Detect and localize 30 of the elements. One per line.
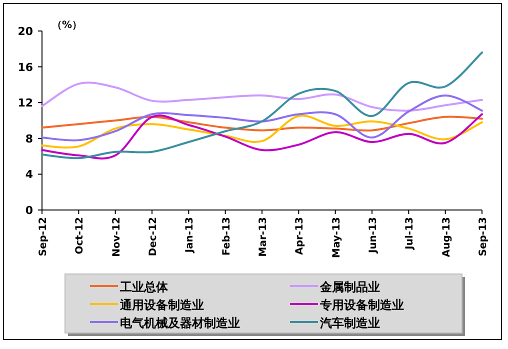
x-tick-label: May-13	[331, 216, 342, 258]
y-tick-label: 20	[18, 25, 34, 38]
x-tick-label: Nov-12	[111, 216, 122, 257]
x-tick-label: Dec-12	[148, 216, 159, 256]
y-axis-title: （%）	[52, 20, 82, 31]
x-tick-label: Sep-13	[478, 216, 489, 256]
line-series	[41, 51, 483, 160]
legend-label: 专用设备制造业	[319, 298, 404, 312]
legend-label: 通用设备制造业	[119, 298, 204, 312]
x-tick-label: Jul-13	[404, 216, 416, 250]
line-series	[41, 82, 483, 112]
line-series	[41, 116, 483, 132]
legend-label: 汽车制造业	[319, 316, 380, 330]
y-tick-label: 12	[18, 96, 33, 110]
x-tick-label: Mar-13	[258, 216, 269, 257]
x-tick-label: Oct-12	[74, 216, 86, 254]
legend-label: 金属制品业	[319, 280, 380, 294]
x-tick-label: Aug-13	[441, 216, 452, 258]
line-series	[41, 94, 483, 142]
legend-label: 电气机械及器材制造业	[120, 316, 240, 330]
legend-label: 工业总体	[119, 280, 169, 294]
x-tick-label: Jun-13	[368, 216, 379, 254]
y-tick-label: 0	[25, 204, 34, 217]
y-tick-label: 8	[25, 132, 33, 146]
y-tick-label: 4	[25, 168, 34, 182]
y-tick-label: 16	[18, 60, 34, 74]
x-tick-label: Apr-13	[294, 216, 306, 255]
x-tick-label: Feb-13	[221, 216, 232, 256]
x-tick-label: Sep-12	[38, 216, 49, 256]
x-tick-label: Jan-13	[184, 216, 196, 254]
